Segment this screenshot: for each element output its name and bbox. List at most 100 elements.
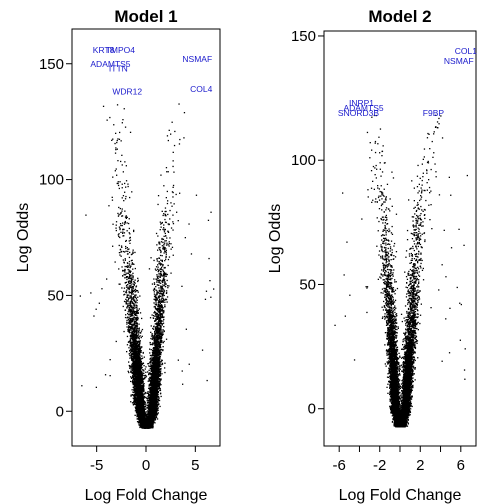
data-point (159, 330, 161, 332)
data-point (160, 251, 162, 254)
data-point (165, 221, 167, 224)
data-point (122, 305, 124, 308)
data-point (160, 319, 162, 322)
data-point (123, 294, 125, 296)
data-point (138, 323, 140, 325)
data-point (153, 295, 156, 297)
data-point (162, 280, 164, 282)
data-point (128, 317, 130, 319)
data-point (130, 260, 133, 262)
data-point (146, 401, 149, 403)
data-point (126, 296, 128, 298)
data-point (156, 294, 158, 296)
data-point (138, 350, 140, 352)
data-point (125, 239, 127, 242)
data-point (139, 335, 141, 337)
data-point (126, 266, 129, 268)
data-point (154, 320, 156, 322)
data-point (119, 254, 121, 256)
data-point (127, 327, 130, 329)
data-point (131, 364, 133, 366)
data-point (156, 325, 158, 328)
data-point (138, 330, 140, 332)
data-point (137, 359, 140, 361)
data-point (151, 343, 153, 346)
data-point (141, 394, 144, 396)
data-point (156, 343, 159, 346)
data-point (161, 274, 163, 276)
data-point (132, 380, 134, 382)
data-point (129, 282, 131, 284)
data-point (126, 276, 128, 278)
data-point (125, 273, 127, 275)
data-point (178, 143, 181, 145)
data-point (159, 254, 162, 257)
data-point (127, 330, 129, 332)
data-point (160, 312, 162, 315)
data-point (143, 365, 145, 367)
data-point (158, 290, 160, 292)
data-point (123, 108, 125, 110)
data-point (119, 131, 121, 134)
data-point (156, 413, 159, 415)
data-point (132, 404, 135, 406)
data-point (141, 372, 143, 374)
data-point (134, 301, 136, 303)
data-point (169, 209, 171, 212)
data-point (119, 213, 121, 215)
data-point (154, 331, 156, 333)
data-point (157, 409, 159, 411)
data-point (129, 131, 132, 133)
data-point (134, 288, 136, 290)
data-point (132, 394, 134, 396)
data-point (162, 288, 164, 290)
data-point (166, 237, 168, 239)
data-point (126, 317, 128, 319)
data-point (137, 347, 140, 349)
data-point (130, 344, 133, 346)
data-point (139, 295, 141, 297)
data-point (145, 366, 147, 368)
data-point (156, 407, 158, 409)
data-point (147, 402, 149, 404)
data-point (130, 395, 132, 397)
data-point (142, 384, 144, 386)
data-point (125, 186, 127, 188)
data-point (154, 418, 156, 420)
data-point (140, 351, 142, 353)
data-point (115, 149, 117, 151)
data-point (117, 182, 119, 185)
data-point (147, 371, 149, 373)
data-point (159, 262, 161, 264)
data-point (163, 277, 165, 279)
data-point (141, 357, 144, 359)
data-point (154, 305, 156, 308)
data-point (146, 399, 148, 402)
data-point (168, 241, 170, 243)
data-point (143, 387, 145, 390)
data-point (151, 314, 153, 316)
data-point (162, 247, 164, 249)
data-point (155, 312, 157, 315)
data-point (152, 347, 155, 349)
data-point (159, 290, 161, 293)
data-point (163, 247, 165, 249)
data-point (157, 358, 159, 360)
data-point (164, 362, 166, 364)
data-point (130, 286, 133, 288)
data-point (127, 280, 130, 283)
data-point (119, 283, 121, 285)
data-point (115, 168, 117, 170)
data-point (172, 221, 174, 223)
data-point (131, 356, 133, 358)
data-point (158, 318, 160, 320)
data-point (159, 293, 161, 295)
data-point (129, 350, 131, 352)
data-point (128, 280, 130, 282)
data-point (167, 223, 169, 225)
data-point (127, 341, 130, 343)
data-point (128, 361, 130, 363)
data-point (121, 266, 123, 268)
data-point (135, 290, 137, 293)
data-point (129, 329, 131, 331)
